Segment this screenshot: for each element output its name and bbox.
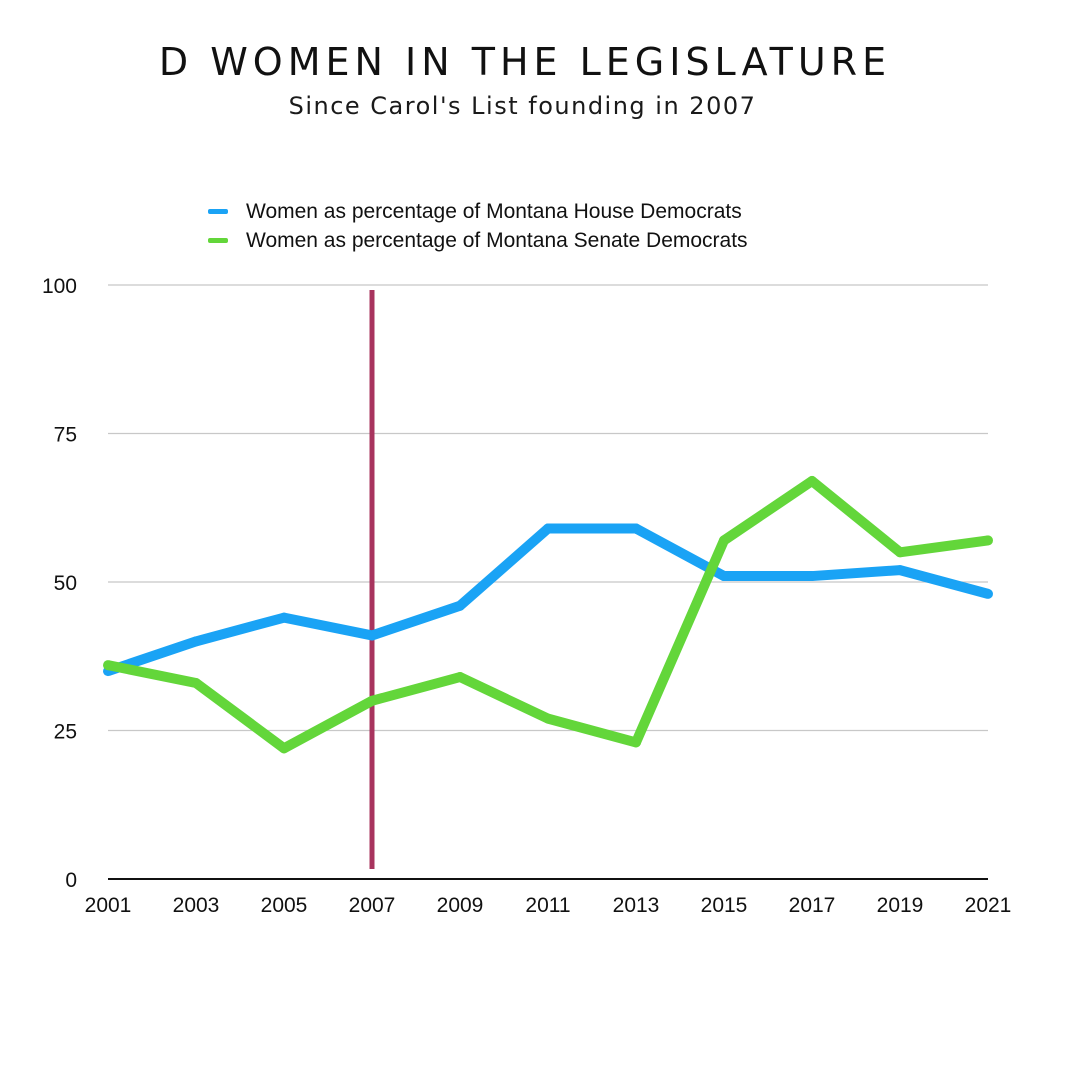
data-point-house-2015 [719, 571, 729, 582]
data-point-senate-2015 [719, 535, 729, 546]
x-tick-label-2003: 2003 [173, 894, 220, 917]
data-point-house-2017 [807, 571, 817, 582]
data-point-senate-2021 [983, 535, 993, 546]
x-tick-label-2017: 2017 [789, 894, 836, 917]
data-point-senate-2017 [807, 476, 817, 487]
x-tick-label-2013: 2013 [613, 894, 660, 917]
x-tick-label-2021: 2021 [965, 894, 1012, 917]
data-point-house-2007 [367, 630, 377, 641]
series-line-senate [107, 476, 989, 754]
legend-label-house: Women as percentage of Montana House Dem… [246, 199, 742, 223]
legend-swatch-house [208, 209, 228, 214]
legend-item-house: Women as percentage of Montana House Dem… [208, 197, 748, 226]
data-point-senate-2007 [367, 695, 377, 706]
x-tick-label-2019: 2019 [877, 894, 924, 917]
legend-item-senate: Women as percentage of Montana Senate De… [208, 226, 748, 255]
data-point-house-2003 [191, 636, 201, 647]
data-point-house-2021 [983, 588, 993, 599]
data-point-senate-2011 [543, 713, 553, 724]
y-tick-label-75: 75 [54, 424, 77, 447]
data-point-senate-2001 [103, 660, 113, 671]
x-tick-label-2009: 2009 [437, 894, 484, 917]
y-tick-label-0: 0 [65, 869, 77, 892]
chart-title: D WOMEN IN THE LEGISLATURE [158, 40, 892, 84]
data-point-house-2009 [455, 600, 465, 611]
x-tick-label-2015: 2015 [701, 894, 748, 917]
data-point-senate-2019 [895, 547, 905, 558]
data-point-house-2011 [543, 523, 553, 534]
y-tick-label-50: 50 [54, 572, 77, 595]
data-point-house-2019 [895, 565, 905, 576]
chart-subtitle: Since Carol's List founding in 2007 [288, 92, 757, 120]
legend-swatch-senate [208, 238, 228, 243]
series-line-house [106, 523, 990, 676]
data-point-senate-2013 [631, 737, 641, 748]
x-tick-label-2005: 2005 [261, 894, 308, 917]
x-tick-label-2001: 2001 [85, 894, 132, 917]
y-tick-label-25: 25 [54, 721, 77, 744]
legend: Women as percentage of Montana House Dem… [208, 197, 748, 255]
data-point-senate-2003 [191, 677, 201, 688]
data-point-house-2005 [279, 612, 289, 623]
data-point-senate-2005 [279, 743, 289, 754]
y-tick-label-100: 100 [42, 275, 77, 298]
data-point-senate-2009 [455, 672, 465, 683]
x-tick-label-2011: 2011 [525, 894, 570, 917]
x-tick-label-2007: 2007 [349, 894, 396, 917]
legend-label-senate: Women as percentage of Montana Senate De… [246, 228, 748, 252]
data-point-house-2013 [631, 523, 641, 534]
